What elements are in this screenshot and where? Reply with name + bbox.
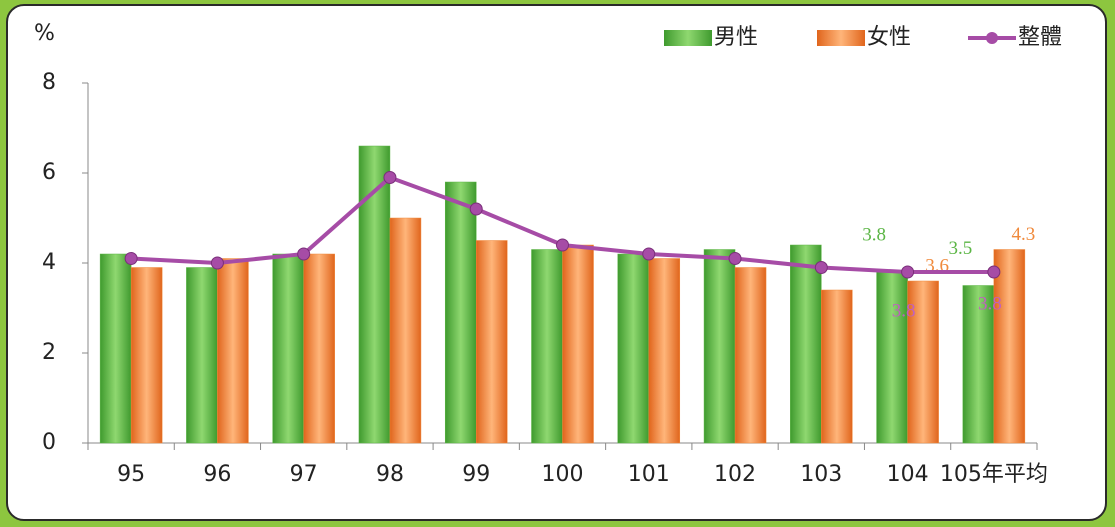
x-tick-label: 105年平均 [940, 462, 1048, 487]
bar [876, 271, 908, 444]
bar [303, 253, 335, 444]
y-tick-label: 4 [42, 250, 56, 275]
bar [99, 253, 132, 444]
bar [734, 267, 767, 444]
legend-label: 整體 [1018, 25, 1062, 50]
legend-swatch [664, 30, 712, 46]
bar [703, 249, 736, 444]
legend-label: 男性 [714, 25, 758, 50]
bar [962, 285, 995, 444]
data-label: 3.8 [892, 300, 916, 321]
x-tick-label: 103 [800, 462, 842, 487]
data-label: 3.8 [978, 293, 1002, 314]
line-marker [987, 265, 1001, 279]
line-marker [383, 171, 397, 184]
x-tick-label: 96 [203, 462, 231, 487]
legend-label: 女性 [867, 25, 911, 50]
data-label: 4.3 [1011, 224, 1035, 245]
bar [617, 253, 650, 444]
bar [821, 289, 853, 444]
x-tick-label: 104 [887, 462, 929, 487]
legend-marker [986, 32, 998, 44]
bar [475, 240, 508, 444]
x-tick-label: 101 [628, 462, 670, 487]
x-tick-label: 100 [542, 462, 584, 487]
x-tick-label: 95 [117, 462, 145, 487]
line-marker [124, 252, 138, 265]
line-marker [556, 238, 569, 252]
bar [130, 267, 163, 444]
line-marker [642, 247, 656, 261]
bar [790, 244, 822, 444]
bar [217, 258, 249, 444]
y-tick-label: 6 [42, 160, 56, 185]
data-label: 3.8 [862, 224, 886, 245]
bar [272, 253, 304, 444]
bar [444, 181, 477, 444]
x-tick-label: 97 [290, 462, 318, 487]
bar [562, 244, 594, 444]
bar [648, 258, 681, 444]
bar [531, 249, 563, 444]
line-marker [469, 202, 483, 216]
bar [358, 145, 391, 444]
x-tick-label: 102 [714, 462, 756, 487]
y-tick-label: 2 [42, 340, 56, 365]
line-marker [210, 256, 224, 270]
bar [907, 280, 939, 444]
legend-swatch [817, 30, 865, 46]
y-tick-label: 8 [42, 70, 56, 95]
y-axis-label: % [34, 21, 55, 46]
line-marker [728, 252, 742, 265]
x-tick-label: 99 [462, 462, 490, 487]
data-label: 3.5 [948, 238, 972, 259]
line-marker [901, 265, 915, 279]
line-marker [814, 261, 828, 274]
x-tick-label: 98 [376, 462, 404, 487]
bar [993, 249, 1026, 444]
bar [389, 217, 422, 444]
line-marker [297, 247, 311, 261]
y-tick-label: 0 [42, 430, 56, 455]
bar [186, 267, 218, 444]
